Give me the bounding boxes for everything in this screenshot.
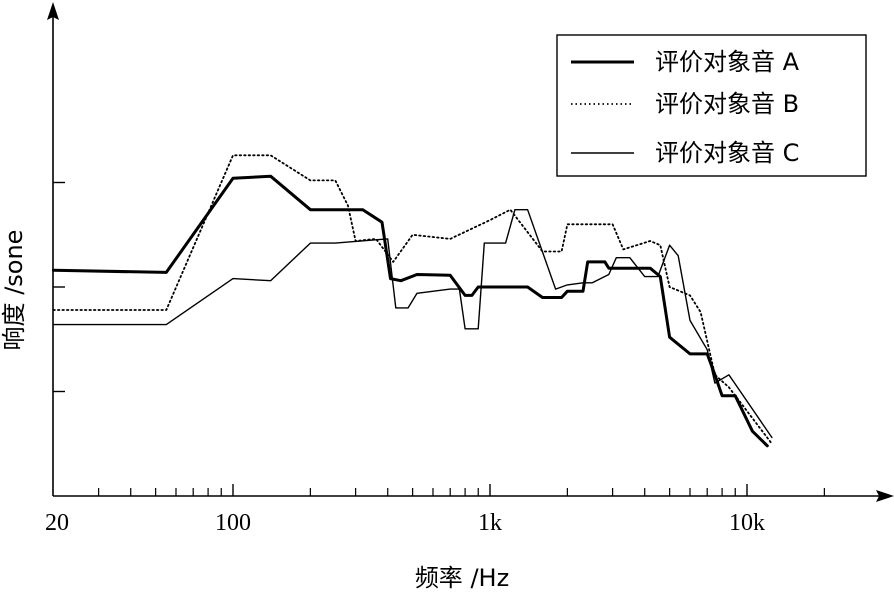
series-a-line	[51, 174, 769, 448]
x-tick-label: 100	[215, 510, 251, 536]
legend-label-c: 评价对象音 C	[655, 139, 799, 167]
x-axis-title: 频率 /Hz	[415, 564, 509, 592]
x-tick-label: 1k	[478, 510, 502, 536]
x-axis-arrow	[876, 490, 894, 502]
series-lines	[51, 154, 773, 448]
x-tick-label: 10k	[729, 510, 765, 536]
tick-marks	[53, 181, 825, 496]
y-axis-title: 响度 /sone	[0, 230, 28, 351]
y-axis-arrow	[47, 2, 59, 20]
tick-labels: 20 100 1k 10k	[45, 510, 765, 536]
series-b-line	[52, 154, 773, 445]
series-c-line	[52, 208, 773, 439]
legend-label-b: 评价对象音 B	[655, 90, 799, 118]
x-tick-label: 20	[45, 510, 69, 536]
legend-label-a: 评价对象音 A	[655, 48, 800, 76]
legend: 评价对象音 A 评价对象音 B 评价对象音 C	[556, 34, 867, 177]
